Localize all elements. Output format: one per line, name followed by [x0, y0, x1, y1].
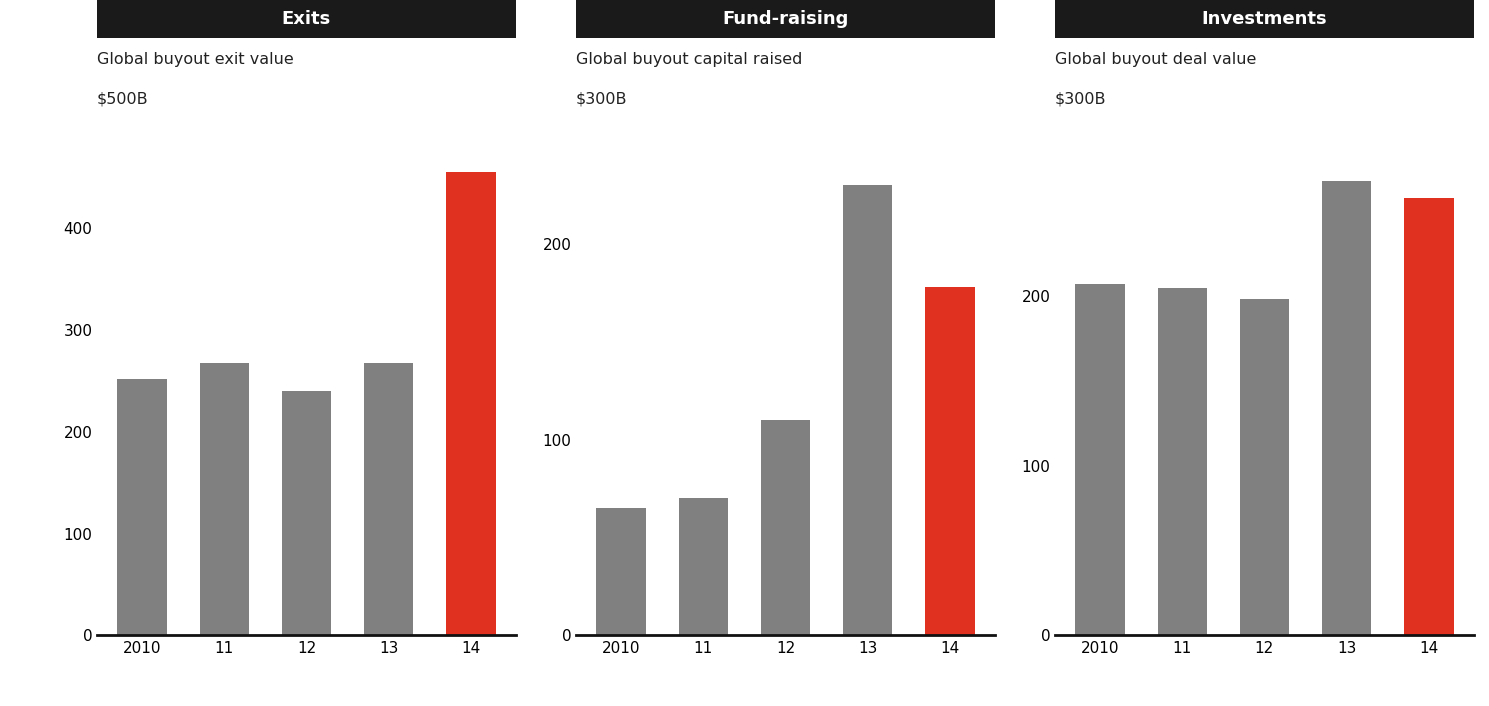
Bar: [925, 287, 975, 635]
Bar: [281, 391, 331, 635]
Text: $500B: $500B: [97, 91, 149, 106]
Bar: [363, 363, 414, 635]
Bar: [679, 498, 728, 635]
Bar: [843, 185, 892, 635]
Text: $300B: $300B: [576, 91, 627, 106]
Text: Fund-raising: Fund-raising: [722, 10, 849, 28]
Bar: [1157, 287, 1208, 635]
Bar: [118, 379, 167, 635]
Bar: [1404, 198, 1453, 635]
Bar: [1322, 181, 1371, 635]
Bar: [761, 420, 810, 635]
Text: $300B: $300B: [1054, 91, 1106, 106]
Bar: [1240, 299, 1289, 635]
Text: Global buyout deal value: Global buyout deal value: [1054, 52, 1257, 67]
Bar: [1075, 285, 1124, 635]
Text: Global buyout capital raised: Global buyout capital raised: [576, 52, 803, 67]
Text: Investments: Investments: [1202, 10, 1327, 28]
Text: Global buyout exit value: Global buyout exit value: [97, 52, 293, 67]
Bar: [447, 172, 496, 635]
Bar: [596, 508, 646, 635]
Bar: [200, 363, 249, 635]
Text: Exits: Exits: [281, 10, 331, 28]
